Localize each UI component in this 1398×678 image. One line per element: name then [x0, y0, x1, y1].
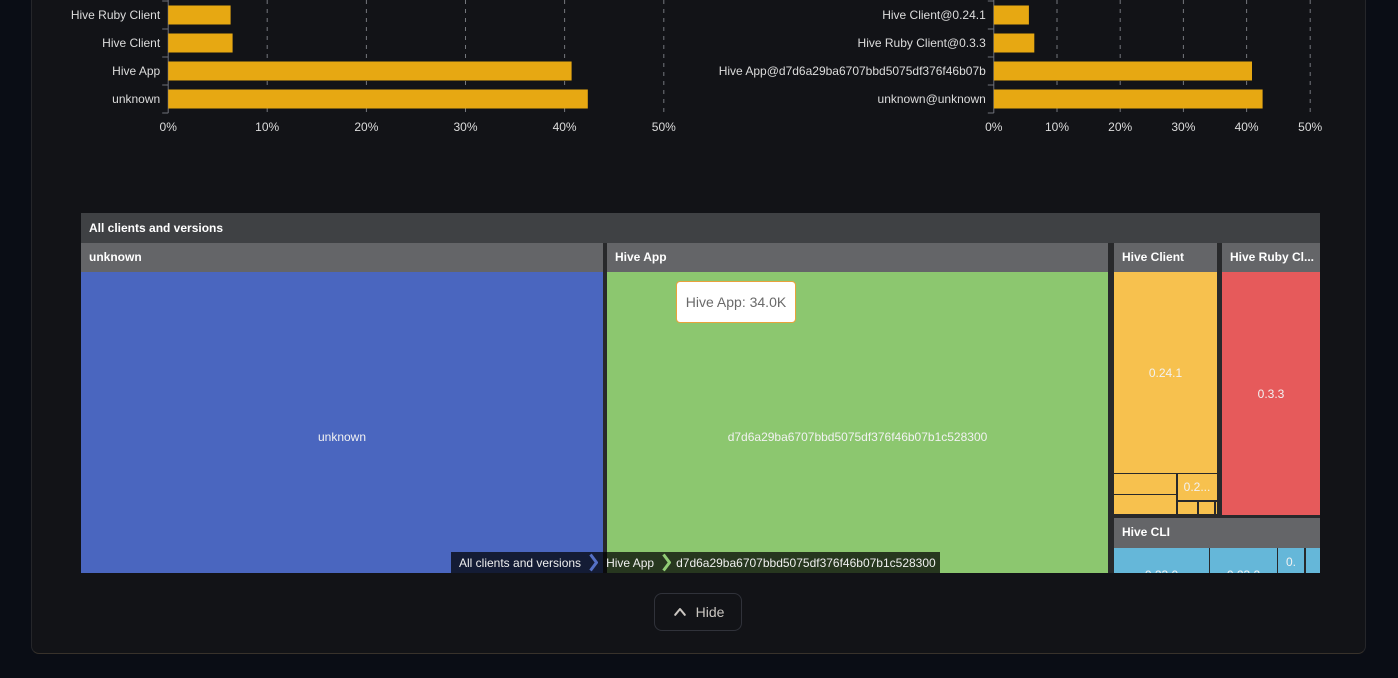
svg-text:0%: 0% — [985, 120, 1003, 134]
svg-text:Hive Client@0.24.1: Hive Client@0.24.1 — [882, 8, 986, 22]
svg-text:Hive Ruby Client@0.3.3: Hive Ruby Client@0.3.3 — [858, 36, 987, 50]
svg-text:0%: 0% — [160, 120, 178, 134]
svg-text:40%: 40% — [553, 120, 577, 134]
svg-text:20%: 20% — [1108, 120, 1132, 134]
svg-text:Hive App: Hive App — [112, 64, 160, 78]
svg-text:Hive Client: Hive Client — [102, 36, 161, 50]
svg-text:30%: 30% — [453, 120, 477, 134]
svg-text:10%: 10% — [1045, 120, 1069, 134]
svg-text:unknown: unknown — [112, 92, 160, 106]
svg-text:50%: 50% — [1298, 120, 1322, 134]
svg-text:10%: 10% — [255, 120, 279, 134]
svg-text:20%: 20% — [354, 120, 378, 134]
svg-text:unknown@unknown: unknown@unknown — [878, 92, 986, 106]
svg-text:30%: 30% — [1171, 120, 1195, 134]
svg-text:Hive Ruby Client: Hive Ruby Client — [71, 8, 161, 22]
svg-text:Hive App@d7d6a29ba6707bbd5075d: Hive App@d7d6a29ba6707bbd5075df376f46b07… — [719, 64, 986, 78]
svg-text:40%: 40% — [1235, 120, 1259, 134]
svg-text:50%: 50% — [652, 120, 676, 134]
